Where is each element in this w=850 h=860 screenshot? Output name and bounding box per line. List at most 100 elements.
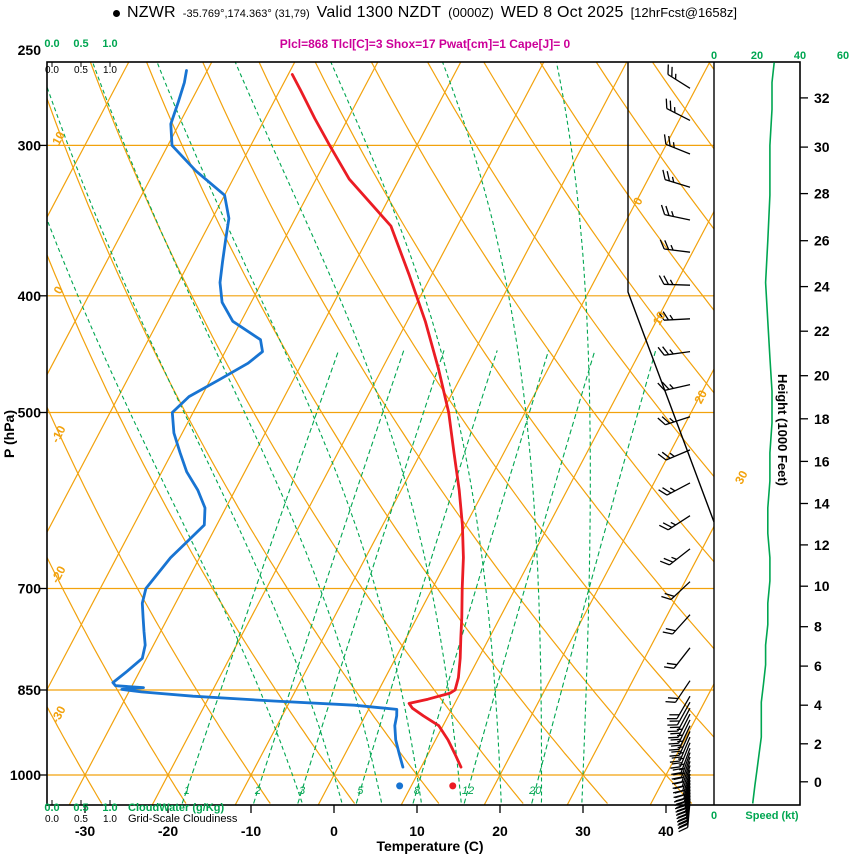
dry-adiabat-line bbox=[314, 62, 714, 650]
moist-adiabat-line bbox=[156, 62, 422, 803]
pressure-tick-label: 1000 bbox=[10, 767, 41, 783]
cloudwater-tick-label: 0.5 bbox=[73, 38, 88, 50]
wind-barb bbox=[668, 725, 691, 751]
mixing-ratio-label: 8 bbox=[414, 785, 421, 797]
dry-adiabat-line bbox=[47, 556, 187, 804]
wind-barb bbox=[667, 695, 691, 720]
height-tick-label: 14 bbox=[814, 495, 830, 511]
dry-adiabat-line bbox=[47, 253, 356, 804]
height-tick-label: 18 bbox=[814, 411, 830, 427]
height-tick-label: 32 bbox=[814, 90, 830, 106]
wind-barb bbox=[660, 204, 691, 221]
wind-barb bbox=[668, 713, 691, 739]
temperature-tick-label: 30 bbox=[575, 823, 591, 839]
cloudwater-tick-label: 0.0 bbox=[44, 38, 59, 50]
wind-barb bbox=[659, 515, 691, 531]
valid-time: Valid 1300 NZDT bbox=[316, 4, 442, 21]
dry-adiabat-line bbox=[595, 62, 714, 230]
moisture-grid bbox=[47, 62, 657, 804]
plot-border bbox=[46, 61, 801, 806]
wind-barb bbox=[665, 680, 691, 703]
wind-barb bbox=[668, 719, 691, 745]
dry-adiabat-line bbox=[89, 62, 524, 804]
cloudwater-tick-label: 0.0 bbox=[44, 802, 59, 814]
isotherm-label: 0 bbox=[630, 195, 646, 208]
cloudwater-tick-label: 0.5 bbox=[73, 802, 88, 814]
temperature-tick-label: 20 bbox=[492, 823, 508, 839]
speed-tick-label: 20 bbox=[751, 50, 763, 62]
height-tick-label: 4 bbox=[814, 697, 822, 713]
dry-adiabat-line bbox=[483, 62, 714, 394]
temperature-tick-label: 40 bbox=[658, 823, 674, 839]
wind-barb bbox=[667, 701, 691, 726]
moist-adiabat-line bbox=[234, 62, 462, 803]
isotherm-line bbox=[317, 62, 711, 805]
right-boundary-line bbox=[627, 62, 715, 523]
moist-adiabat-line bbox=[47, 85, 343, 803]
wind-barb bbox=[662, 614, 691, 635]
plot-frame bbox=[46, 61, 801, 806]
dry-adiabat-line bbox=[371, 62, 714, 563]
speed-axis-title: Speed (kt) bbox=[745, 810, 799, 822]
temperature-tick-label: -30 bbox=[75, 823, 95, 839]
cloudiness-tick-label: 1.0 bbox=[103, 65, 117, 76]
isotherm-line bbox=[400, 210, 714, 805]
pressure-axis-title: P (hPa) bbox=[1, 410, 17, 458]
isotherm-line bbox=[234, 62, 628, 805]
dry-adiabat-label: -10 bbox=[48, 423, 69, 445]
isotherm-label: 30 bbox=[732, 468, 751, 487]
speed-tick-label: 40 bbox=[794, 50, 806, 62]
height-tick-label: 12 bbox=[814, 537, 830, 553]
cloudiness-tick-label: 0.0 bbox=[45, 65, 59, 76]
height-tick-label: 28 bbox=[814, 186, 830, 202]
forecast-tag: [12hrFcst@1658z] bbox=[630, 5, 737, 20]
height-tick-label: 20 bbox=[814, 368, 830, 384]
wind-barb bbox=[667, 707, 691, 733]
isotherm-line bbox=[47, 62, 130, 219]
height-tick-label: 2 bbox=[814, 736, 822, 752]
cloudwater-tick-label: 1.0 bbox=[102, 38, 117, 50]
moist-adiabat-line bbox=[92, 62, 383, 803]
wind-barb bbox=[662, 169, 691, 188]
valid-time-utc: (0000Z) bbox=[448, 5, 494, 20]
cloudwater-axis-title: CloudWater (g/Kg) bbox=[128, 802, 224, 814]
station-dot-icon bbox=[113, 9, 120, 17]
mixing-ratio-line bbox=[355, 350, 498, 804]
mixing-ratio-line bbox=[181, 350, 340, 804]
wind-barb bbox=[667, 64, 691, 89]
profiles bbox=[111, 69, 465, 769]
wind-barbs bbox=[657, 64, 691, 833]
wind-barb bbox=[664, 647, 691, 669]
station-coords: -35.769°,174.363° (31,79) bbox=[182, 8, 310, 20]
wind-barb bbox=[657, 416, 691, 426]
height-tick-label: 16 bbox=[814, 453, 830, 469]
wind-barb bbox=[659, 239, 691, 253]
cloudiness-tick-label: 0.5 bbox=[74, 814, 88, 825]
isotherm-label: 20 bbox=[691, 387, 710, 406]
height-tick-label: 22 bbox=[814, 323, 830, 339]
wind-barb bbox=[671, 747, 691, 776]
isotherm-line bbox=[151, 62, 545, 805]
sounding-indices: Plcl=868 Tlcl[C]=3 Shox=17 Pwat[cm]=1 Ca… bbox=[279, 37, 571, 51]
pressure-tick-label: 400 bbox=[18, 288, 42, 304]
wind-barb bbox=[657, 449, 691, 461]
wind-barb bbox=[669, 731, 691, 757]
isotherm-line bbox=[47, 62, 379, 691]
surface-markers bbox=[396, 782, 457, 790]
wind-barb bbox=[658, 275, 691, 286]
temperature-tick-label: -20 bbox=[158, 823, 178, 839]
mixing-ratio-label: 3 bbox=[299, 785, 306, 797]
cloudiness-tick-label: 0.5 bbox=[74, 65, 88, 76]
cloudiness-tick-label: 1.0 bbox=[103, 814, 117, 825]
pressure-tick-label: 250 bbox=[18, 42, 42, 58]
mixing-ratio-line bbox=[531, 350, 657, 804]
moist-adiabat-line bbox=[47, 217, 303, 803]
wind-barb bbox=[663, 134, 691, 155]
dry-adiabat-line bbox=[427, 62, 714, 478]
height-tick-label: 6 bbox=[814, 658, 822, 674]
chart-title: NZWR -35.769°,174.363° (31,79) Valid 130… bbox=[0, 4, 850, 22]
mixing-ratio-label: 5 bbox=[357, 785, 364, 797]
